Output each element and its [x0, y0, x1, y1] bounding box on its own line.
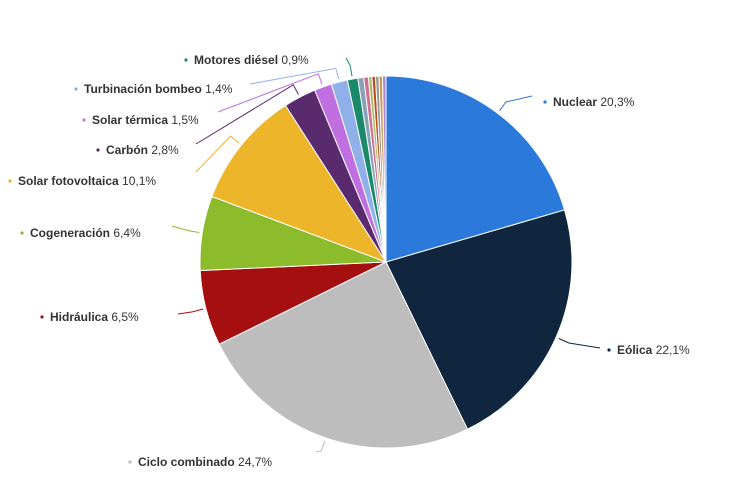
slice-label-value: 20,3% [600, 95, 634, 109]
label-bullet [20, 231, 24, 235]
slice-label-name: Ciclo combinado [138, 455, 238, 469]
slice-label-value: 6,5% [111, 310, 139, 324]
label-connector [315, 440, 326, 453]
slice-label-name: Solar fotovoltaica [18, 174, 122, 188]
slice-label-name: Nuclear [553, 95, 600, 109]
label-bullet [128, 460, 132, 464]
label-connector [498, 95, 533, 112]
slice-label-name: Eólica [617, 343, 656, 357]
slice-label: Motores diésel 0,9% [194, 53, 309, 67]
slice-label-name: Cogeneración [30, 226, 113, 240]
label-connector [171, 225, 200, 233]
slice-label-name: Carbón [106, 143, 151, 157]
slice-label: Ciclo combinado 24,7% [138, 455, 272, 469]
slice-label: Solar térmica 1,5% [92, 113, 199, 127]
pie-slice[interactable] [218, 261, 469, 449]
slice-label: Cogeneración 6,4% [30, 226, 141, 240]
label-connector [558, 338, 601, 349]
slice-label-value: 2,8% [151, 143, 179, 157]
label-bullet [96, 148, 100, 152]
label-connector [195, 84, 299, 145]
slice-label-value: 1,5% [171, 113, 199, 127]
slice-label-name: Hidráulica [50, 310, 111, 324]
slice-label: Carbón 2,8% [106, 143, 179, 157]
pie-labels: Nuclear 20,3% Eólica 22,1% Ciclo combinado… [8, 53, 690, 469]
label-connector [345, 57, 353, 77]
label-connector [177, 308, 204, 315]
label-connector [249, 67, 340, 85]
label-bullet [184, 58, 188, 62]
label-bullet [74, 87, 78, 91]
label-connector [195, 135, 240, 173]
slice-label-name: Turbinación bombeo [84, 82, 205, 96]
slice-label-value: 24,7% [238, 455, 272, 469]
pie-slice[interactable] [385, 209, 573, 430]
slice-label-name: Motores diésel [194, 53, 281, 67]
slice-label: Turbinación bombeo 1,4% [84, 82, 233, 96]
pie-slice[interactable] [385, 75, 566, 263]
pie-slice[interactable] [381, 75, 387, 263]
label-connector [217, 73, 323, 113]
slice-label-value: 0,9% [281, 53, 309, 67]
label-bullet [40, 315, 44, 319]
slice-label-value: 6,4% [113, 226, 141, 240]
slice-label: Nuclear 20,3% [553, 95, 635, 109]
label-bullet [543, 100, 547, 104]
label-bullet [82, 118, 86, 122]
slice-label: Hidráulica 6,5% [50, 310, 139, 324]
slice-label: Eólica 22,1% [617, 343, 690, 357]
slice-label-value: 1,4% [205, 82, 233, 96]
pie-slices [199, 75, 573, 449]
slice-label-value: 22,1% [656, 343, 690, 357]
slice-label-value: 10,1% [122, 174, 156, 188]
slice-label: Solar fotovoltaica 10,1% [18, 174, 156, 188]
label-bullet [8, 179, 12, 183]
pie-slice[interactable] [211, 104, 388, 263]
slice-label-name: Solar térmica [92, 113, 171, 127]
label-bullet [607, 348, 611, 352]
